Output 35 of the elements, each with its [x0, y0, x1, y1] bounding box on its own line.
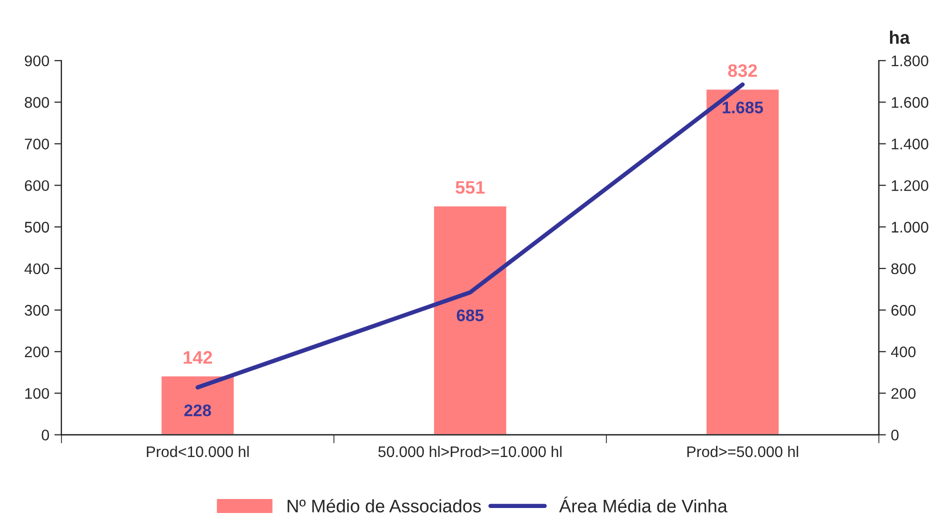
- data-label: 685: [456, 309, 484, 322]
- y2-tick-label: 1.600: [892, 97, 928, 108]
- data-label: 832: [728, 64, 757, 77]
- bar: [705, 88, 780, 435]
- y2-tick-label: 600: [891, 304, 916, 316]
- y-tick-label: 600: [24, 180, 50, 192]
- bar: [160, 375, 236, 435]
- y2-tick-label: 1.000: [892, 222, 928, 233]
- y-tick-label: 800: [24, 97, 50, 108]
- y-tick-label: 500: [24, 222, 50, 233]
- y-tick-label: 700: [24, 138, 50, 150]
- y2-tick-label: 0: [891, 430, 899, 440]
- y2-tick-label: 1.200: [892, 180, 928, 192]
- bar: [432, 205, 508, 435]
- y2-tick-label: 400: [891, 346, 916, 358]
- y2-tick-label: 1.400: [892, 138, 928, 150]
- data-label: 142: [184, 351, 212, 364]
- y-tick-label: 100: [25, 388, 50, 399]
- y-tick-label: 200: [24, 346, 50, 358]
- data-label: 551: [456, 181, 485, 194]
- y2-axis-title: ha: [890, 30, 910, 44]
- y-tick-label: 400: [24, 263, 50, 274]
- y2-tick-label: 200: [891, 388, 916, 399]
- data-label: 1.685: [722, 102, 764, 114]
- data-label: 228: [184, 404, 212, 416]
- x-tick-label: 50.000 hl>Prod>=10.000 hl: [378, 446, 562, 458]
- y-tick-label: 0: [42, 430, 50, 440]
- x-tick-label: Prod<10.000 hl: [146, 446, 249, 458]
- y2-tick-label: 800: [891, 263, 916, 274]
- x-tick-label: Prod>=50.000 hl: [687, 446, 798, 458]
- legend-label: Área Média de Vinha: [559, 496, 728, 512]
- y2-tick-label: 1.800: [892, 55, 928, 66]
- y-tick-label: 900: [24, 55, 50, 66]
- legend-label: Nº Médio de Associados: [288, 498, 481, 512]
- y-tick-label: 300: [24, 304, 50, 316]
